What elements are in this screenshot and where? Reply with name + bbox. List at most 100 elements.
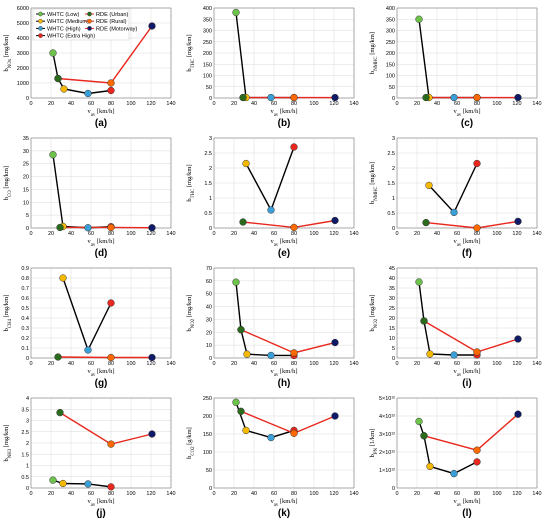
x-tick-label: 80 (291, 491, 297, 497)
data-point (243, 350, 251, 358)
data-point (415, 417, 423, 426)
panel-label: (i) (462, 378, 471, 389)
y-tick-label: 1.5 (387, 181, 395, 187)
y-tick-label: 1.5 (204, 181, 212, 187)
y-tick-label: 20 (389, 316, 395, 322)
y-tick-label: 0.3 (21, 326, 29, 332)
y-tick-label: 35 (23, 136, 29, 142)
y-tick-label: 100 (203, 74, 212, 80)
x-tick-label: 80 (108, 491, 114, 497)
x-axis-title: vav [km/h] (270, 108, 297, 118)
data-point (148, 22, 156, 30)
x-axis-title: vav [km/h] (453, 498, 480, 508)
legend-label: WHTC (Medium) (47, 19, 89, 25)
y-axis-title: bNOx [mg/km] (3, 35, 13, 72)
y-tick-label: 2 (209, 166, 212, 172)
x-tick-label: 140 (166, 361, 175, 367)
y-tick-label: 4000 (17, 36, 29, 42)
y-tick-label: 0.9 (21, 266, 29, 272)
x-tick-label: 60 (88, 101, 94, 107)
chart-panel: 0 5 10 15 20 25 30 35 40 45 0 20 40 60 80 100 120 140 vav … (369, 266, 542, 389)
x-axis-title: vav [km/h] (87, 238, 114, 248)
chart-panel: 0 0.5 1 1.5 2 2.5 3 0 20 40 60 80 100 120 140 vav [km/h… (369, 136, 542, 259)
chart-panel: 0 10 20 30 40 50 60 70 0 20 40 60 80 100 120 140 vav [km… (186, 266, 359, 389)
x-tick-label: 100 (492, 101, 501, 107)
panel-label: (c) (461, 118, 473, 129)
x-tick-label: 100 (492, 361, 501, 367)
x-tick-label: 60 (454, 231, 460, 237)
data-point (514, 217, 522, 226)
x-tick-label: 140 (532, 361, 541, 367)
y-tick-label: 1 (26, 464, 29, 470)
x-tick-label: 120 (329, 491, 338, 497)
data-point (420, 317, 428, 325)
data-point (425, 181, 433, 190)
legend-box (32, 8, 130, 41)
panel-label: (f) (462, 248, 472, 259)
x-tick-label: 60 (88, 231, 94, 237)
plot-frame (213, 397, 355, 489)
x-tick-label: 40 (68, 361, 74, 367)
legend-marker (38, 26, 43, 31)
data-point (473, 348, 481, 356)
x-tick-label: 120 (146, 491, 155, 497)
x-tick-label: 60 (88, 491, 94, 497)
x-axis-title: vav [km/h] (453, 238, 480, 248)
panel-label: (l) (462, 508, 471, 519)
data-point (54, 74, 62, 83)
x-tick-label: 0 (29, 491, 32, 497)
data-point (514, 335, 522, 343)
data-point (107, 79, 115, 87)
x-axis-title: vav [km/h] (453, 108, 480, 118)
legend-marker (87, 18, 92, 24)
y-tick-label: 25 (23, 162, 29, 168)
x-tick-label: 140 (166, 231, 175, 237)
y-tick-label: 1 (392, 196, 395, 202)
data-point (473, 159, 481, 168)
x-tick-label: 0 (395, 231, 398, 237)
y-tick-label: 20 (23, 175, 29, 181)
plot-frame (396, 137, 538, 229)
series-line-whtc (52, 479, 112, 488)
x-tick-label: 100 (309, 491, 318, 497)
y-tick-label: 250 (386, 40, 395, 46)
y-axis-title: bNO2 [mg/km] (186, 295, 196, 332)
y-tick-label: 5 (26, 213, 29, 219)
y-tick-label: 5×10¹² (379, 396, 395, 402)
x-tick-label: 140 (349, 361, 358, 367)
data-point (49, 476, 57, 484)
x-tick-label: 0 (212, 231, 215, 237)
legend-marker (38, 33, 43, 38)
series-line-rde (240, 410, 336, 435)
data-point (232, 278, 240, 286)
data-point (84, 89, 92, 98)
series-line-rde (242, 219, 336, 229)
x-tick-label: 60 (454, 491, 460, 497)
data-point (331, 412, 339, 420)
y-tick-label: 150 (203, 432, 212, 438)
data-point (60, 85, 68, 93)
series-line-whtc (428, 163, 478, 214)
y-tick-label: 150 (203, 62, 212, 68)
x-tick-label: 0 (29, 101, 32, 107)
data-point (450, 469, 458, 478)
legend-label: WHTC (High) (47, 26, 81, 32)
x-tick-label: 0 (29, 231, 32, 237)
x-axis-title: vav [km/h] (270, 238, 297, 248)
x-tick-label: 100 (309, 231, 318, 237)
x-tick-label: 120 (329, 231, 338, 237)
y-tick-label: 250 (203, 396, 212, 402)
x-axis-title: vav [km/h] (270, 498, 297, 508)
y-tick-label: 3 (26, 419, 29, 425)
y-tick-label: 5 (392, 346, 395, 352)
x-tick-label: 100 (309, 101, 318, 107)
y-axis-title: bNO2 [mg/km] (369, 295, 379, 332)
y-tick-label: 350 (203, 17, 212, 23)
x-tick-label: 0 (395, 101, 398, 107)
chart-panel: 0 5 10 15 20 25 30 35 0 20 40 60 80 100 120 140 vav [km/… (3, 136, 176, 259)
y-tick-label: 3 (209, 136, 212, 142)
plot-frame (396, 397, 538, 489)
chart-panel: 0 50 100 150 200 250 300 350 400 0 20 40 60 80 100 120 1… (186, 6, 359, 129)
x-tick-label: 20 (231, 361, 237, 367)
data-point (331, 338, 339, 347)
